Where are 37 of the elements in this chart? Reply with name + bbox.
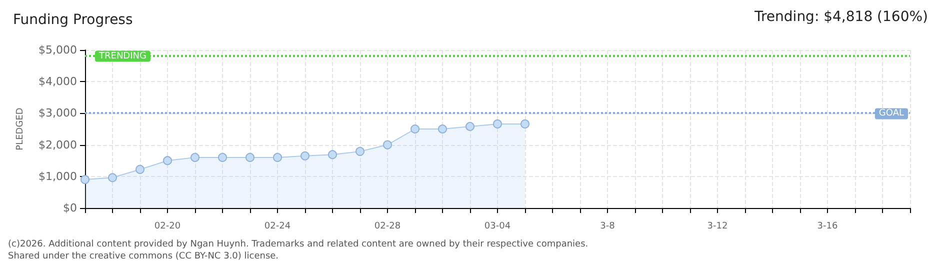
ref-line-label: TRENDING	[98, 51, 146, 62]
y-tick-label: $0	[63, 202, 77, 214]
point	[438, 124, 447, 134]
text: (c)2026. Additional content provided by Ngan Huynh. Trademarks and related content are owned by their respective companies.	[8, 240, 588, 250]
chart-title: Funding Progress	[13, 12, 133, 28]
point	[328, 150, 337, 160]
point	[246, 152, 254, 162]
point	[410, 124, 420, 134]
ref-line-label: GOAL	[878, 108, 904, 119]
x-tick-label: 02-24	[264, 222, 291, 232]
x-tick-label: 3-8	[600, 222, 616, 232]
point	[108, 173, 117, 182]
x-tick-label: 3-16	[817, 222, 838, 232]
point	[300, 151, 310, 160]
y-tick-label: $2,000	[38, 138, 77, 152]
y-axis-title: PLEDGED	[16, 108, 26, 150]
point	[218, 152, 227, 162]
x-tick-label: 02-20	[154, 222, 181, 232]
x-tick-label: 02-28	[374, 222, 401, 232]
y-tick-label: $3,000	[38, 106, 77, 120]
text: Shared under the creative commons (CC BY-NC 3.0) license.	[8, 252, 279, 262]
text: Trending: $4,818 (160%)	[753, 9, 928, 25]
point	[80, 175, 90, 184]
x-tick-label: 3-12	[707, 222, 728, 232]
point	[136, 164, 144, 174]
y-tick-label: $5,000	[38, 44, 77, 56]
point	[356, 146, 364, 156]
point	[190, 152, 200, 162]
x-tick-label: 03-04	[484, 222, 511, 232]
point	[383, 140, 392, 150]
y-tick-label: $1,000	[38, 170, 77, 183]
point	[520, 119, 530, 128]
point	[493, 119, 502, 128]
point	[163, 156, 172, 166]
point	[466, 122, 474, 131]
point	[273, 152, 282, 162]
y-tick-label: $4,000	[38, 75, 77, 88]
